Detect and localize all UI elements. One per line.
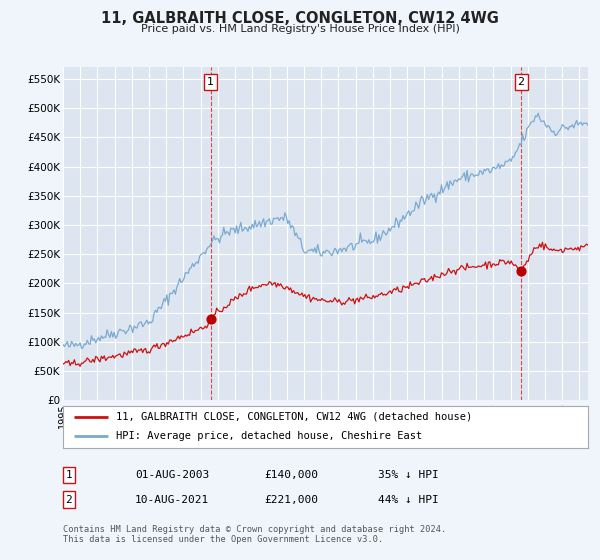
Text: 2: 2 [65,494,73,505]
Text: 44% ↓ HPI: 44% ↓ HPI [378,494,439,505]
Text: 11, GALBRAITH CLOSE, CONGLETON, CW12 4WG: 11, GALBRAITH CLOSE, CONGLETON, CW12 4WG [101,11,499,26]
Text: HPI: Average price, detached house, Cheshire East: HPI: Average price, detached house, Ches… [115,431,422,441]
Text: Contains HM Land Registry data © Crown copyright and database right 2024.
This d: Contains HM Land Registry data © Crown c… [63,525,446,544]
Text: 35% ↓ HPI: 35% ↓ HPI [378,470,439,480]
Text: 11, GALBRAITH CLOSE, CONGLETON, CW12 4WG (detached house): 11, GALBRAITH CLOSE, CONGLETON, CW12 4WG… [115,412,472,422]
Point [517,267,526,276]
Text: 10-AUG-2021: 10-AUG-2021 [135,494,209,505]
Point [206,314,215,323]
Text: 2: 2 [518,77,525,87]
Text: 1: 1 [207,77,214,87]
Text: £221,000: £221,000 [264,494,318,505]
Text: Price paid vs. HM Land Registry's House Price Index (HPI): Price paid vs. HM Land Registry's House … [140,24,460,34]
Text: £140,000: £140,000 [264,470,318,480]
Text: 1: 1 [65,470,73,480]
Text: 01-AUG-2003: 01-AUG-2003 [135,470,209,480]
